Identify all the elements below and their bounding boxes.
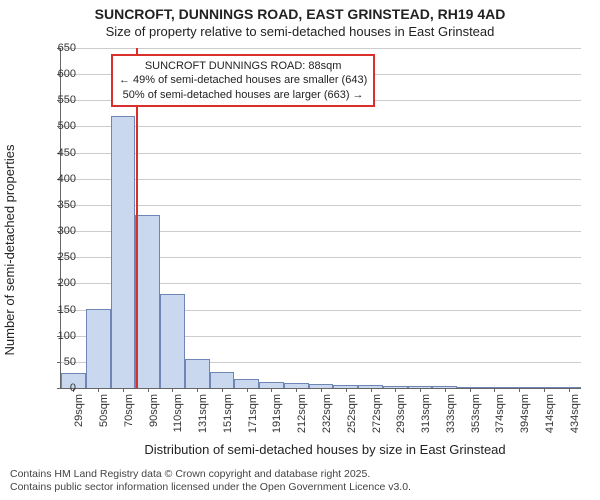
histogram-bar: [111, 116, 136, 388]
histogram-bar: [160, 294, 185, 388]
y-tick-label: 50: [46, 356, 76, 368]
histogram-bar: [210, 372, 235, 388]
x-tick-label: 232sqm: [321, 394, 333, 434]
x-tick-label: 252sqm: [346, 394, 358, 434]
y-tick-label: 300: [46, 225, 76, 237]
chart-container: SUNCROFT, DUNNINGS ROAD, EAST GRINSTEAD,…: [0, 0, 600, 500]
y-tick-label: 600: [46, 68, 76, 80]
x-tick-label: 90sqm: [148, 394, 160, 434]
footer-line1: Contains HM Land Registry data © Crown c…: [10, 468, 411, 481]
x-tick-label: 131sqm: [197, 394, 209, 434]
footer-attribution: Contains HM Land Registry data © Crown c…: [10, 468, 411, 494]
x-tick-label: 434sqm: [569, 394, 581, 434]
x-tick-label: 353sqm: [470, 394, 482, 434]
x-tick-label: 333sqm: [445, 394, 457, 434]
y-tick-label: 400: [46, 173, 76, 185]
plot-area: 29sqm50sqm70sqm90sqm110sqm131sqm151sqm17…: [60, 48, 581, 389]
x-tick-label: 394sqm: [519, 394, 531, 434]
property-callout: SUNCROFT DUNNINGS ROAD: 88sqm ← 49% of s…: [111, 54, 375, 107]
histogram-bar: [234, 379, 259, 388]
y-tick-label: 150: [46, 304, 76, 316]
x-tick-label: 29sqm: [73, 394, 85, 434]
callout-line1: SUNCROFT DUNNINGS ROAD: 88sqm: [119, 59, 367, 73]
callout-line2: ← 49% of semi-detached houses are smalle…: [119, 73, 367, 87]
y-axis-label: Number of semi-detached properties: [2, 100, 17, 400]
y-tick-label: 0: [46, 382, 76, 394]
x-tick-label: 293sqm: [395, 394, 407, 434]
y-tick-label: 250: [46, 251, 76, 263]
y-tick-label: 200: [46, 277, 76, 289]
footer-line2: Contains public sector information licen…: [10, 481, 411, 494]
x-tick-label: 70sqm: [123, 394, 135, 434]
y-tick-label: 100: [46, 330, 76, 342]
x-tick-label: 171sqm: [247, 394, 259, 434]
x-tick-label: 110sqm: [172, 394, 184, 434]
y-tick-label: 650: [46, 42, 76, 54]
x-tick-label: 374sqm: [494, 394, 506, 434]
x-tick-label: 313sqm: [420, 394, 432, 434]
chart-title-line2: Size of property relative to semi-detach…: [0, 24, 600, 39]
x-tick-label: 151sqm: [222, 394, 234, 434]
x-tick-label: 191sqm: [271, 394, 283, 434]
x-axis-label: Distribution of semi-detached houses by …: [60, 442, 590, 457]
histogram-bar: [86, 309, 111, 389]
x-tick-label: 414sqm: [544, 394, 556, 434]
x-tick-label: 50sqm: [98, 394, 110, 434]
y-tick-label: 550: [46, 94, 76, 106]
y-tick-label: 350: [46, 199, 76, 211]
x-tick-label: 212sqm: [296, 394, 308, 434]
histogram-bar: [135, 215, 160, 388]
chart-title-line1: SUNCROFT, DUNNINGS ROAD, EAST GRINSTEAD,…: [0, 6, 600, 22]
x-tick-label: 272sqm: [371, 394, 383, 434]
histogram-bar: [185, 359, 210, 388]
y-tick-label: 450: [46, 147, 76, 159]
y-tick-label: 500: [46, 120, 76, 132]
callout-line3: 50% of semi-detached houses are larger (…: [119, 88, 367, 102]
